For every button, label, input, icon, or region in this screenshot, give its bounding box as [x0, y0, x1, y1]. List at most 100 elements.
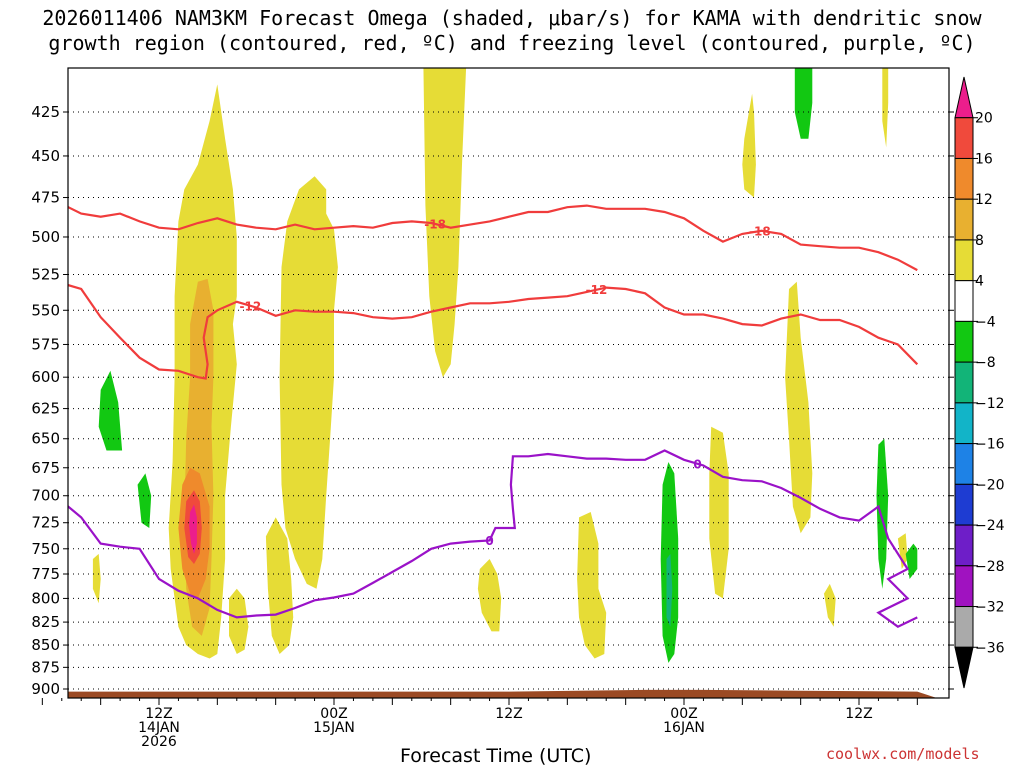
- omega-region-upward-j: [477, 559, 502, 632]
- x-axis-label: Forecast Time (UTC): [400, 745, 592, 767]
- omega-region-downward-b: [666, 553, 673, 627]
- contour-label--12: -12: [586, 283, 608, 297]
- y-tick-label: 675: [31, 459, 60, 477]
- omega-region-upward-a: [279, 176, 338, 589]
- y-tick-label: 625: [31, 400, 60, 418]
- y-tick-label: 900: [31, 680, 60, 698]
- colorbar-bottom-triangle: [954, 646, 974, 689]
- contour-layer: -18 -18 -12 -12 0 0: [68, 204, 919, 628]
- x-tick-label: 16JAN: [663, 720, 705, 736]
- colorbar-label: −20: [975, 477, 1005, 493]
- colorbar-swatch: [954, 402, 974, 445]
- omega-region-upward-n: [742, 93, 756, 198]
- colorbar-label: −28: [975, 559, 1005, 575]
- contour-label--12: -12: [240, 299, 262, 313]
- colorbar-label: −12: [975, 396, 1005, 412]
- colorbar-label: 16: [975, 151, 993, 167]
- omega-region-downward-g: [905, 543, 918, 579]
- omega-region-downward-d: [137, 473, 152, 528]
- y-tick-label: 575: [31, 335, 60, 353]
- colorbar-swatch: [954, 565, 974, 608]
- omega-region-upward-m: [785, 281, 813, 534]
- omega-shading-layer: [92, 68, 918, 663]
- omega-region-upward-k: [577, 512, 607, 659]
- chart-title-line-1: 2026011406 NAM3KM Forecast Omega (shaded…: [42, 6, 982, 30]
- omega-region-upward-l: [709, 426, 729, 599]
- omega-region-upward-i: [265, 517, 294, 654]
- isotherm-0-line: [68, 449, 918, 628]
- colorbar-label: −36: [975, 640, 1005, 656]
- source-credit: coolwx.com/models: [826, 745, 980, 763]
- omega-region-upward-g: [423, 68, 467, 378]
- omega-region-upward-s: [897, 533, 908, 569]
- terrain-ground-layer: [68, 689, 937, 698]
- colorbar-label: 20: [975, 111, 993, 127]
- colorbar-swatch: [954, 157, 974, 200]
- y-tick-label: 500: [31, 228, 60, 246]
- colorbar-label: −4: [975, 314, 996, 330]
- gridlines: [68, 111, 949, 690]
- isotherm--18-line: [68, 204, 918, 272]
- colorbar-swatch: [954, 524, 974, 567]
- x-tick-label: 00Z: [670, 706, 697, 722]
- y-tick-label: 825: [31, 613, 60, 631]
- colorbar-label: −32: [975, 600, 1005, 616]
- omega-region-upward-f: [189, 504, 197, 554]
- isotherm--12-line: [68, 283, 919, 380]
- omega-region-upward-o: [882, 68, 889, 148]
- x-tick-label: 15JAN: [313, 720, 355, 736]
- y-tick-label: 650: [31, 430, 60, 448]
- colorbar-label: −8: [975, 355, 996, 371]
- colorbar-swatch: [954, 117, 974, 159]
- chart-title-line-2: growth region (contoured, red, ºC) and f…: [48, 31, 976, 55]
- contour-label-0: 0: [485, 534, 493, 548]
- x-tick-label: 14JAN: [138, 720, 180, 736]
- colorbar-swatch: [954, 280, 974, 322]
- x-tick-label: 00Z: [320, 706, 347, 722]
- omega-region-upward-h: [229, 588, 249, 654]
- y-tick-label: 750: [31, 540, 60, 558]
- colorbar-label: 12: [975, 192, 993, 208]
- colorbar-swatch: [954, 239, 974, 282]
- contour-label--18: -18: [424, 217, 446, 231]
- omega-region-downward-f: [876, 438, 889, 589]
- omega-region-downward-c: [98, 370, 123, 451]
- y-tick-label: 725: [31, 514, 60, 532]
- contour-label--18: -18: [749, 225, 771, 239]
- colorbar-label: 8: [975, 233, 984, 249]
- x-tick-label: 2026: [141, 734, 177, 750]
- colorbar-swatch: [954, 320, 974, 363]
- colorbar-swatch: [954, 483, 974, 526]
- y-tick-label: 475: [31, 189, 60, 207]
- omega-region-upward-p: [824, 583, 836, 627]
- y-axis: 425 450 475 500 525 550 575 600 625 650 675 700 725 7…: [31, 103, 954, 698]
- y-tick-label: 875: [31, 658, 60, 676]
- colorbar-swatch: [954, 443, 974, 485]
- colorbar-swatch: [954, 361, 974, 404]
- contour-label-0: 0: [693, 457, 701, 471]
- colorbar-top-triangle: [954, 76, 974, 119]
- terrain-ground: [68, 689, 937, 698]
- x-tick-label: 12Z: [495, 706, 522, 722]
- y-tick-label: 525: [31, 266, 60, 284]
- colorbar-swatch: [954, 606, 974, 648]
- x-tick-label: 12Z: [145, 706, 172, 722]
- colorbar-label: −16: [975, 437, 1005, 453]
- y-tick-label: 550: [31, 301, 60, 319]
- colorbar-label: 4: [975, 274, 984, 290]
- omega-region-upward-r: [92, 553, 101, 604]
- y-tick-label: 800: [31, 589, 60, 607]
- colorbar: 20 16 12 8 4 −4 −8 −12 −16 −20 −24 −28 −32 −36: [954, 76, 1005, 689]
- omega-region-downward-e: [794, 68, 813, 139]
- y-tick-label: 425: [31, 103, 60, 121]
- x-tick-label: 12Z: [845, 706, 872, 722]
- y-tick-label: 775: [31, 565, 60, 583]
- y-tick-label: 600: [31, 368, 60, 386]
- y-tick-label: 850: [31, 636, 60, 654]
- colorbar-swatch: [954, 198, 974, 241]
- y-tick-label: 450: [31, 147, 60, 165]
- y-tick-label: 700: [31, 487, 60, 505]
- colorbar-label: −24: [975, 518, 1005, 534]
